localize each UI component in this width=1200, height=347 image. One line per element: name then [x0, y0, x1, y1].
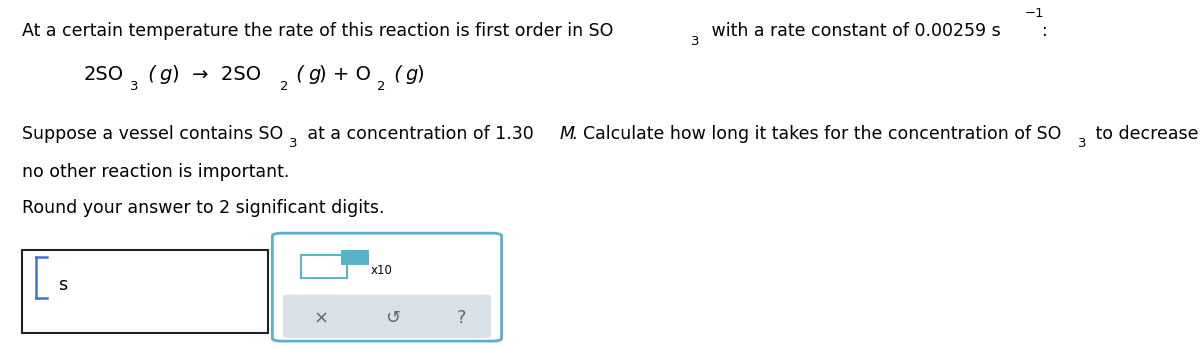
- FancyBboxPatch shape: [272, 233, 502, 341]
- Text: 2SO: 2SO: [84, 65, 124, 84]
- Text: 2: 2: [280, 79, 288, 93]
- Text: x10: x10: [371, 264, 392, 277]
- Text: ): ): [416, 65, 424, 84]
- Text: 3: 3: [289, 137, 298, 151]
- Text: . Calculate how long it takes for the concentration of SO: . Calculate how long it takes for the co…: [572, 125, 1062, 143]
- Text: :: :: [1042, 23, 1048, 41]
- Text: with a rate constant of 0.00259 s: with a rate constant of 0.00259 s: [706, 23, 1001, 41]
- FancyBboxPatch shape: [301, 255, 347, 278]
- Text: 3: 3: [130, 79, 138, 93]
- Text: no other reaction is important.: no other reaction is important.: [22, 163, 289, 181]
- Text: )  →  2SO: ) → 2SO: [172, 65, 260, 84]
- Text: g: g: [406, 65, 418, 84]
- Text: 3: 3: [691, 35, 700, 48]
- Text: ↺: ↺: [385, 309, 401, 327]
- Text: ?: ?: [457, 309, 467, 327]
- Text: 3: 3: [1078, 137, 1086, 151]
- Text: M: M: [559, 125, 575, 143]
- Text: (: (: [290, 65, 305, 84]
- Text: 2: 2: [377, 79, 385, 93]
- Text: s: s: [58, 276, 67, 294]
- Text: Suppose a vessel contains SO: Suppose a vessel contains SO: [22, 125, 283, 143]
- Text: to decrease by 88.0%. You may assume: to decrease by 88.0%. You may assume: [1090, 125, 1200, 143]
- Text: g: g: [308, 65, 320, 84]
- Text: ) + O: ) + O: [319, 65, 371, 84]
- Text: g: g: [160, 65, 172, 84]
- Text: at a concentration of 1.30: at a concentration of 1.30: [302, 125, 534, 143]
- FancyBboxPatch shape: [22, 250, 268, 333]
- Text: −1: −1: [1025, 7, 1044, 20]
- FancyBboxPatch shape: [283, 295, 491, 338]
- Text: (: (: [142, 65, 156, 84]
- FancyBboxPatch shape: [342, 251, 368, 264]
- Text: At a certain temperature the rate of this reaction is first order in SO: At a certain temperature the rate of thi…: [22, 23, 613, 41]
- Text: ×: ×: [313, 309, 329, 327]
- Text: Round your answer to 2 significant digits.: Round your answer to 2 significant digit…: [22, 200, 384, 218]
- Text: (: (: [388, 65, 402, 84]
